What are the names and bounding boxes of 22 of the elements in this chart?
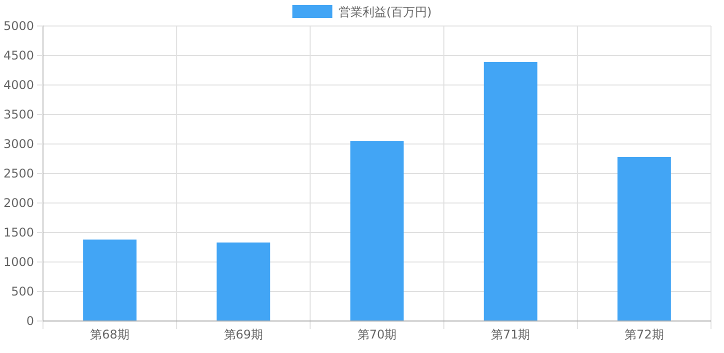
y-tick-label: 0 — [26, 314, 34, 328]
y-tick-label: 2500 — [3, 166, 34, 180]
y-tick-label: 3500 — [3, 107, 34, 122]
x-tick-label: 第69期 — [224, 328, 264, 342]
x-tick-label: 第71期 — [490, 328, 530, 342]
legend-label: 営業利益(百万円) — [338, 5, 432, 19]
y-tick-label: 4000 — [3, 78, 34, 92]
y-tick-label: 5000 — [3, 18, 34, 33]
y-tick-label: 1000 — [3, 254, 34, 269]
x-tick-label: 第72期 — [624, 328, 664, 342]
y-tick-label: 2000 — [3, 196, 34, 210]
bar — [216, 242, 270, 321]
bar — [350, 141, 404, 321]
bar — [617, 156, 671, 321]
y-tick-label: 4500 — [3, 48, 34, 62]
x-tick-label: 第68期 — [90, 328, 130, 342]
x-tick-label: 第70期 — [357, 328, 397, 342]
y-tick-label: 1500 — [3, 225, 34, 240]
bar — [484, 62, 538, 321]
y-tick-label: 500 — [11, 284, 34, 298]
bar — [83, 240, 137, 321]
y-tick-label: 3000 — [3, 136, 34, 151]
